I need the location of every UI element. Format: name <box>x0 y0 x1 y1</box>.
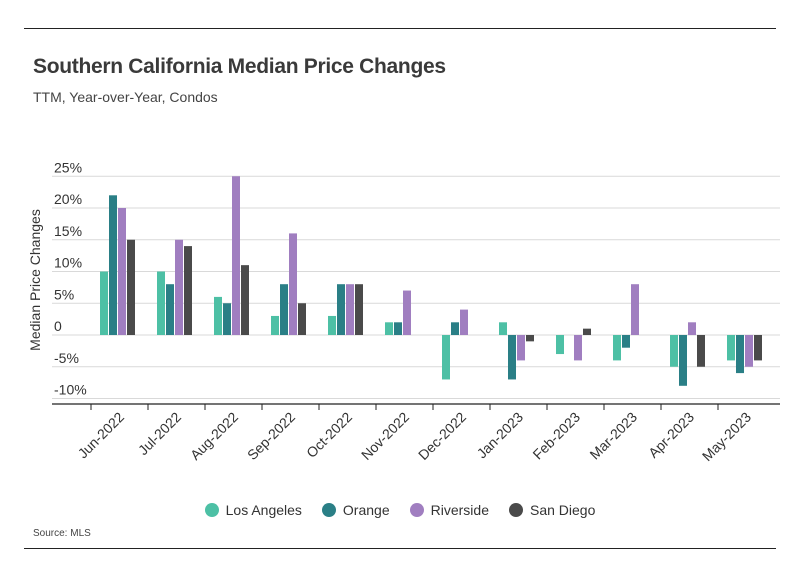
bar-riverside-may-2023 <box>745 335 753 367</box>
bar-los-angeles-dec-2022 <box>442 335 450 380</box>
x-axis: Jun-2022 Jul-2022 Aug-2022 Sep-2022 Oct-2022… <box>52 403 780 464</box>
legend-swatch <box>204 503 219 517</box>
bar-riverside-mar-2023 <box>631 284 639 335</box>
bar-riverside-apr-2023 <box>688 322 696 335</box>
y-tick-label: 5% <box>54 286 74 302</box>
bar-los-angeles-nov-2022 <box>385 322 393 335</box>
bar-los-angeles-feb-2023 <box>556 335 564 355</box>
y-tick-label: 20% <box>54 191 82 207</box>
bar-riverside-oct-2022 <box>346 284 354 335</box>
bar-los-angeles-oct-2022 <box>328 315 336 335</box>
bar-riverside-jun-2022 <box>118 208 126 335</box>
bar-orange-jul-2022 <box>166 284 174 335</box>
y-tick-label: 15% <box>54 223 82 239</box>
bar-san-diego-jan-2023 <box>526 335 534 342</box>
gridlines <box>52 175 780 399</box>
y-tick-label: 0 <box>54 318 62 334</box>
bar-san-diego-oct-2022 <box>355 284 363 335</box>
legend-label: Los Angeles <box>225 502 302 518</box>
y-tick-label: -10% <box>54 382 87 398</box>
bar-los-angeles-may-2023 <box>727 335 735 361</box>
x-tick-label: Mar-2023 <box>586 409 640 463</box>
y-tick-label: 10% <box>54 255 82 271</box>
bar-riverside-feb-2023 <box>574 335 582 361</box>
bar-san-diego-apr-2023 <box>697 335 705 367</box>
bar-orange-oct-2022 <box>337 284 345 335</box>
x-tick-label: Jan-2023 <box>474 409 527 462</box>
chart-title: Southern California Median Price Changes <box>33 55 446 78</box>
x-tick-label: May-2023 <box>699 409 754 464</box>
bar-san-diego-jun-2022 <box>127 239 135 335</box>
legend-swatch <box>508 503 523 517</box>
legend-item-san-diego: San Diego <box>508 502 596 518</box>
bar-los-angeles-mar-2023 <box>613 335 621 361</box>
chart-subtitle: TTM, Year-over-Year, Condos <box>33 89 218 105</box>
x-tick-label: Feb-2023 <box>529 409 583 463</box>
bar-los-angeles-jan-2023 <box>499 322 507 335</box>
bar-riverside-nov-2022 <box>403 290 411 335</box>
legend-swatch <box>409 503 424 517</box>
x-tick-label: Jul-2022 <box>135 409 184 458</box>
bar-riverside-sep-2022 <box>289 233 297 335</box>
bar-orange-sep-2022 <box>280 284 288 335</box>
x-tick-label: Apr-2023 <box>645 409 697 461</box>
x-tick-label: Sep-2022 <box>244 409 298 463</box>
legend-label: San Diego <box>529 502 596 518</box>
bar-orange-apr-2023 <box>679 335 687 386</box>
legend: Los Angeles Orange Riverside San Diego <box>0 502 800 518</box>
legend-label: Orange <box>342 502 390 518</box>
bar-los-angeles-jul-2022 <box>157 271 165 335</box>
source-note: Source: MLS <box>33 528 91 539</box>
bar-orange-mar-2023 <box>622 335 630 348</box>
bar-los-angeles-apr-2023 <box>670 335 678 367</box>
y-tick-labels: -10% -5% 0 5% 10% 15% 20% 25% <box>54 159 87 397</box>
bar-orange-jun-2022 <box>109 195 117 335</box>
bar-riverside-jan-2023 <box>517 335 525 361</box>
y-tick-label: 25% <box>54 159 82 175</box>
x-tick-label: Jun-2022 <box>75 409 128 462</box>
bar-orange-jan-2023 <box>508 335 516 380</box>
bar-riverside-jul-2022 <box>175 239 183 335</box>
legend-item-orange: Orange <box>321 502 390 518</box>
bar-san-diego-feb-2023 <box>583 328 591 335</box>
top-rule <box>24 28 776 29</box>
legend-item-los-angeles: Los Angeles <box>204 502 302 518</box>
x-tick-label: Aug-2022 <box>187 409 241 463</box>
bar-san-diego-sep-2022 <box>298 303 306 335</box>
bar-san-diego-jul-2022 <box>184 246 192 335</box>
bar-orange-aug-2022 <box>223 303 231 335</box>
bar-riverside-aug-2022 <box>232 176 240 335</box>
x-tick-label: Dec-2022 <box>415 409 469 463</box>
x-tick-label: Nov-2022 <box>358 409 412 463</box>
bar-los-angeles-aug-2022 <box>214 296 222 335</box>
legend-item-riverside: Riverside <box>409 502 489 518</box>
bar-riverside-dec-2022 <box>460 309 468 335</box>
bar-san-diego-may-2023 <box>754 335 762 361</box>
bar-orange-dec-2022 <box>451 322 459 335</box>
bar-los-angeles-sep-2022 <box>271 315 279 335</box>
x-tick-label: Oct-2022 <box>303 409 355 461</box>
y-axis-label: Median Price Changes <box>27 209 43 351</box>
legend-swatch <box>321 503 336 517</box>
bar-orange-may-2023 <box>736 335 744 374</box>
bar-los-angeles-jun-2022 <box>100 271 108 335</box>
bottom-rule <box>24 548 776 549</box>
bars <box>100 176 762 386</box>
bar-chart: -10%-5%05%10%15%20%25% Jun-2022 Jul-2022 A… <box>27 159 780 464</box>
bar-san-diego-aug-2022 <box>241 265 249 335</box>
y-tick-label: -5% <box>54 350 79 366</box>
legend-label: Riverside <box>430 502 489 518</box>
bar-orange-nov-2022 <box>394 322 402 335</box>
